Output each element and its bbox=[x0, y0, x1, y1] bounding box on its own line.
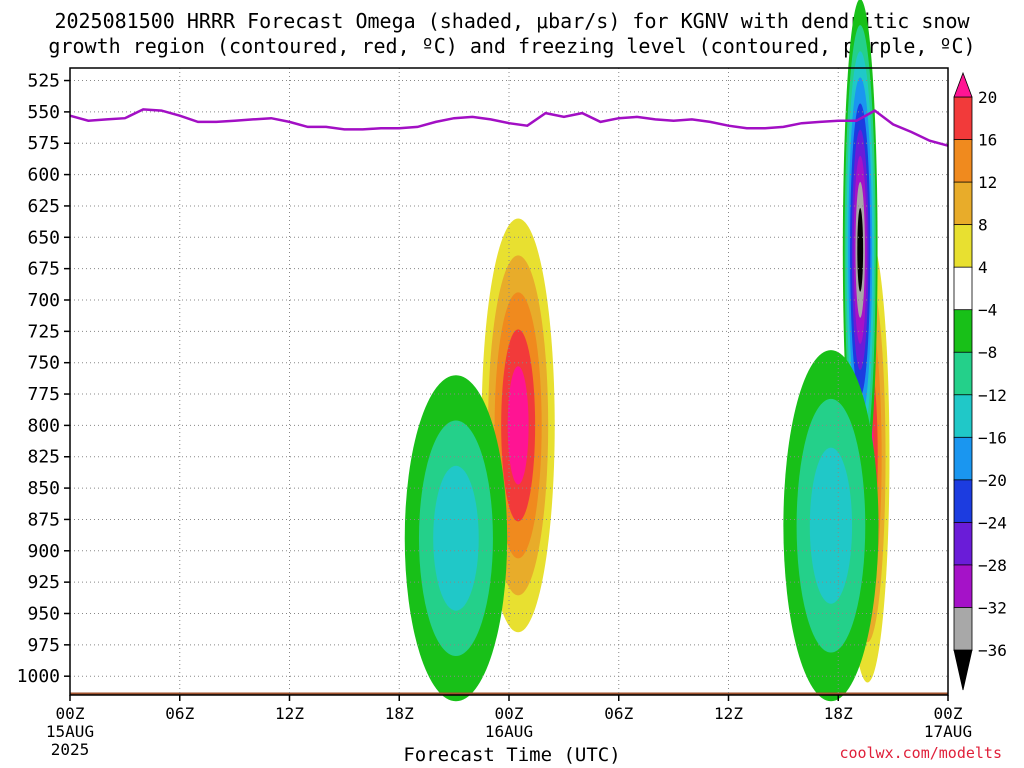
x-tick-label-42: 18Z bbox=[824, 704, 853, 723]
x-tick-label-24: 00Z bbox=[495, 704, 524, 723]
colorbar-label-6: −8 bbox=[978, 343, 997, 362]
colorbar-band-12 bbox=[953, 607, 973, 651]
colorbar-band-4 bbox=[953, 266, 973, 311]
x-year-label-0: 2025 bbox=[51, 740, 90, 759]
colorbar-label-4: 4 bbox=[978, 258, 988, 277]
y-tick-label-575: 575 bbox=[27, 133, 60, 154]
colorbar-label-2: 12 bbox=[978, 173, 997, 192]
x-tick-label-6: 06Z bbox=[165, 704, 194, 723]
freezing-level-line bbox=[69, 108, 949, 147]
x-tick-label-30: 06Z bbox=[604, 704, 633, 723]
axes: 525 550 575 600 625 650 675 700 725 750 775 800 825 8… bbox=[17, 67, 972, 759]
y-tick-label-775: 775 bbox=[27, 384, 60, 405]
colorbar-band-9 bbox=[953, 479, 973, 524]
x-date-label-0: 15AUG bbox=[46, 722, 94, 741]
y-tick-label-1000: 1000 bbox=[17, 666, 60, 687]
colorbar-band-5 bbox=[953, 309, 973, 354]
colorbar-band-1 bbox=[953, 139, 973, 183]
colorbar-bottom-arrow bbox=[953, 649, 973, 691]
colorbar-band-3 bbox=[953, 224, 973, 269]
y-tick-label-675: 675 bbox=[27, 259, 60, 280]
colorbar-label-10: −24 bbox=[978, 513, 1007, 532]
colorbar-band-6 bbox=[953, 351, 973, 396]
y-tick-label-725: 725 bbox=[27, 321, 60, 342]
colorbar-band-11 bbox=[953, 564, 973, 609]
colorbar-label-11: −28 bbox=[978, 556, 1007, 575]
x-tick-label-18: 18Z bbox=[385, 704, 414, 723]
omega-feature-4-band-2 bbox=[433, 465, 479, 611]
y-tick-label-600: 600 bbox=[27, 165, 60, 186]
colorbar-band-7 bbox=[953, 394, 973, 439]
y-tick-label-750: 750 bbox=[27, 353, 60, 374]
x-axis-label: Forecast Time (UTC) bbox=[403, 744, 621, 766]
ground-surface bbox=[70, 692, 948, 695]
y-tick-label-700: 700 bbox=[27, 290, 60, 311]
x-tick-label-48: 00Z bbox=[934, 704, 963, 723]
y-tick-label-525: 525 bbox=[27, 71, 60, 92]
omega-feature-3-band-8 bbox=[857, 208, 864, 292]
colorbar-label-5: −4 bbox=[978, 301, 997, 320]
colorbar-band-8 bbox=[953, 436, 973, 481]
y-tick-label-900: 900 bbox=[27, 541, 60, 562]
colorbar-band-10 bbox=[953, 521, 973, 566]
omega-feature-5-band-2 bbox=[809, 447, 853, 604]
x-date-label-48: 17AUG bbox=[924, 722, 972, 741]
credit-text: coolwx.com/modelts bbox=[839, 744, 1002, 762]
x-tick-label-12: 12Z bbox=[275, 704, 304, 723]
y-tick-label-950: 950 bbox=[27, 603, 60, 624]
colorbar-label-8: −16 bbox=[978, 428, 1007, 447]
colorbar-label-0: 20 bbox=[978, 88, 997, 107]
chart-title-line-2: growth region (contoured, red, ºC) and f… bbox=[48, 34, 976, 58]
colorbar-label-12: −32 bbox=[978, 599, 1007, 618]
colorbar-label-13: −36 bbox=[978, 641, 1007, 660]
y-tick-label-625: 625 bbox=[27, 196, 60, 217]
y-tick-label-925: 925 bbox=[27, 572, 60, 593]
freezing-level-contour bbox=[69, 108, 949, 147]
x-date-label-24: 16AUG bbox=[485, 722, 533, 741]
y-tick-label-550: 550 bbox=[27, 102, 60, 123]
colorbar-top-arrow bbox=[953, 71, 973, 98]
chart-title-line-1: 2025081500 HRRR Forecast Omega (shaded, … bbox=[54, 9, 970, 33]
y-tick-label-875: 875 bbox=[27, 509, 60, 530]
y-tick-label-650: 650 bbox=[27, 227, 60, 248]
colorbar-label-7: −12 bbox=[978, 386, 1007, 405]
x-tick-label-0: 00Z bbox=[56, 704, 85, 723]
colorbar-label-3: 8 bbox=[978, 216, 988, 235]
colorbar-band-0 bbox=[953, 96, 973, 141]
colorbar-band-2 bbox=[953, 181, 973, 226]
y-tick-label-975: 975 bbox=[27, 635, 60, 656]
y-tick-label-825: 825 bbox=[27, 447, 60, 468]
x-tick-label-36: 12Z bbox=[714, 704, 743, 723]
y-tick-label-800: 800 bbox=[27, 415, 60, 436]
colorbar-label-1: 16 bbox=[978, 131, 997, 150]
y-tick-label-850: 850 bbox=[27, 478, 60, 499]
colorbar-label-9: −20 bbox=[978, 471, 1007, 490]
colorbar: 20 16 12 8 4 −4 −8 −12 −16 −20 −24 −28 −32 −36 bbox=[953, 71, 1007, 691]
